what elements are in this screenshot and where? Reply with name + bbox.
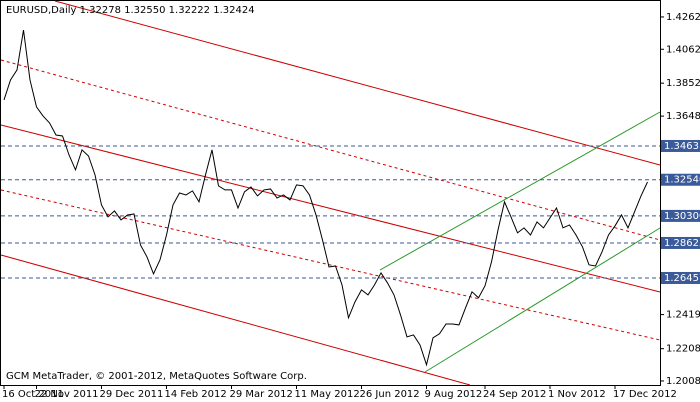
y-tick-label: 1.36480 [666, 111, 700, 122]
chart-title: EURUSD,Daily 1.32278 1.32550 1.32222 1.3… [6, 5, 255, 16]
price-line [3, 29, 648, 367]
footer: GCM MetaTrader, © 2001-2012, MetaQuotes … [6, 371, 307, 382]
plot-frame [0, 0, 661, 386]
trend-line [0, 189, 661, 341]
x-tick-label: 17 Dec 2012 [613, 389, 677, 400]
channel-lines [0, 0, 661, 386]
x-tick-label: 14 Feb 2012 [165, 389, 227, 400]
x-tick-label: 11 May 2012 [295, 389, 360, 400]
y-tick-label: 1.24190 [666, 310, 700, 321]
y-tick-label: 1.40620 [666, 44, 700, 55]
x-tick-label: 16 Oct 2011 [2, 389, 64, 400]
x-tick-label: 1 Nov 2012 [548, 389, 606, 400]
y-tick-label: 1.2008 [666, 376, 700, 387]
x-tick-label: 24 Sep 2012 [483, 389, 546, 400]
y-tick-label: 1.38520 [666, 78, 700, 89]
x-tick-label: 26 Jun 2012 [360, 389, 420, 400]
trend-line [379, 111, 661, 271]
level-box [661, 173, 700, 186]
x-tick-label: 9 Aug 2012 [425, 389, 483, 400]
level-box [661, 271, 700, 284]
y-tick-label: 1.4262 [666, 12, 700, 23]
level-box [661, 236, 700, 249]
y-tick-label: 1.22080 [666, 344, 700, 355]
level-label: 1.28625 [664, 238, 700, 249]
trend-line [424, 227, 661, 373]
level-label: 1.30300 [664, 211, 700, 222]
x-tick-label: 22 Nov 2011 [35, 389, 99, 400]
trend-line [0, 124, 661, 293]
level-box [661, 139, 700, 152]
level-label: 1.26457 [664, 273, 700, 284]
trend-line [0, 254, 471, 386]
level-box [661, 209, 700, 222]
x-tick-label: 29 Mar 2012 [230, 389, 293, 400]
x-tick-label: 29 Dec 2011 [100, 389, 164, 400]
level-label: 1.32540 [664, 175, 700, 186]
trend-line [54, 0, 661, 166]
